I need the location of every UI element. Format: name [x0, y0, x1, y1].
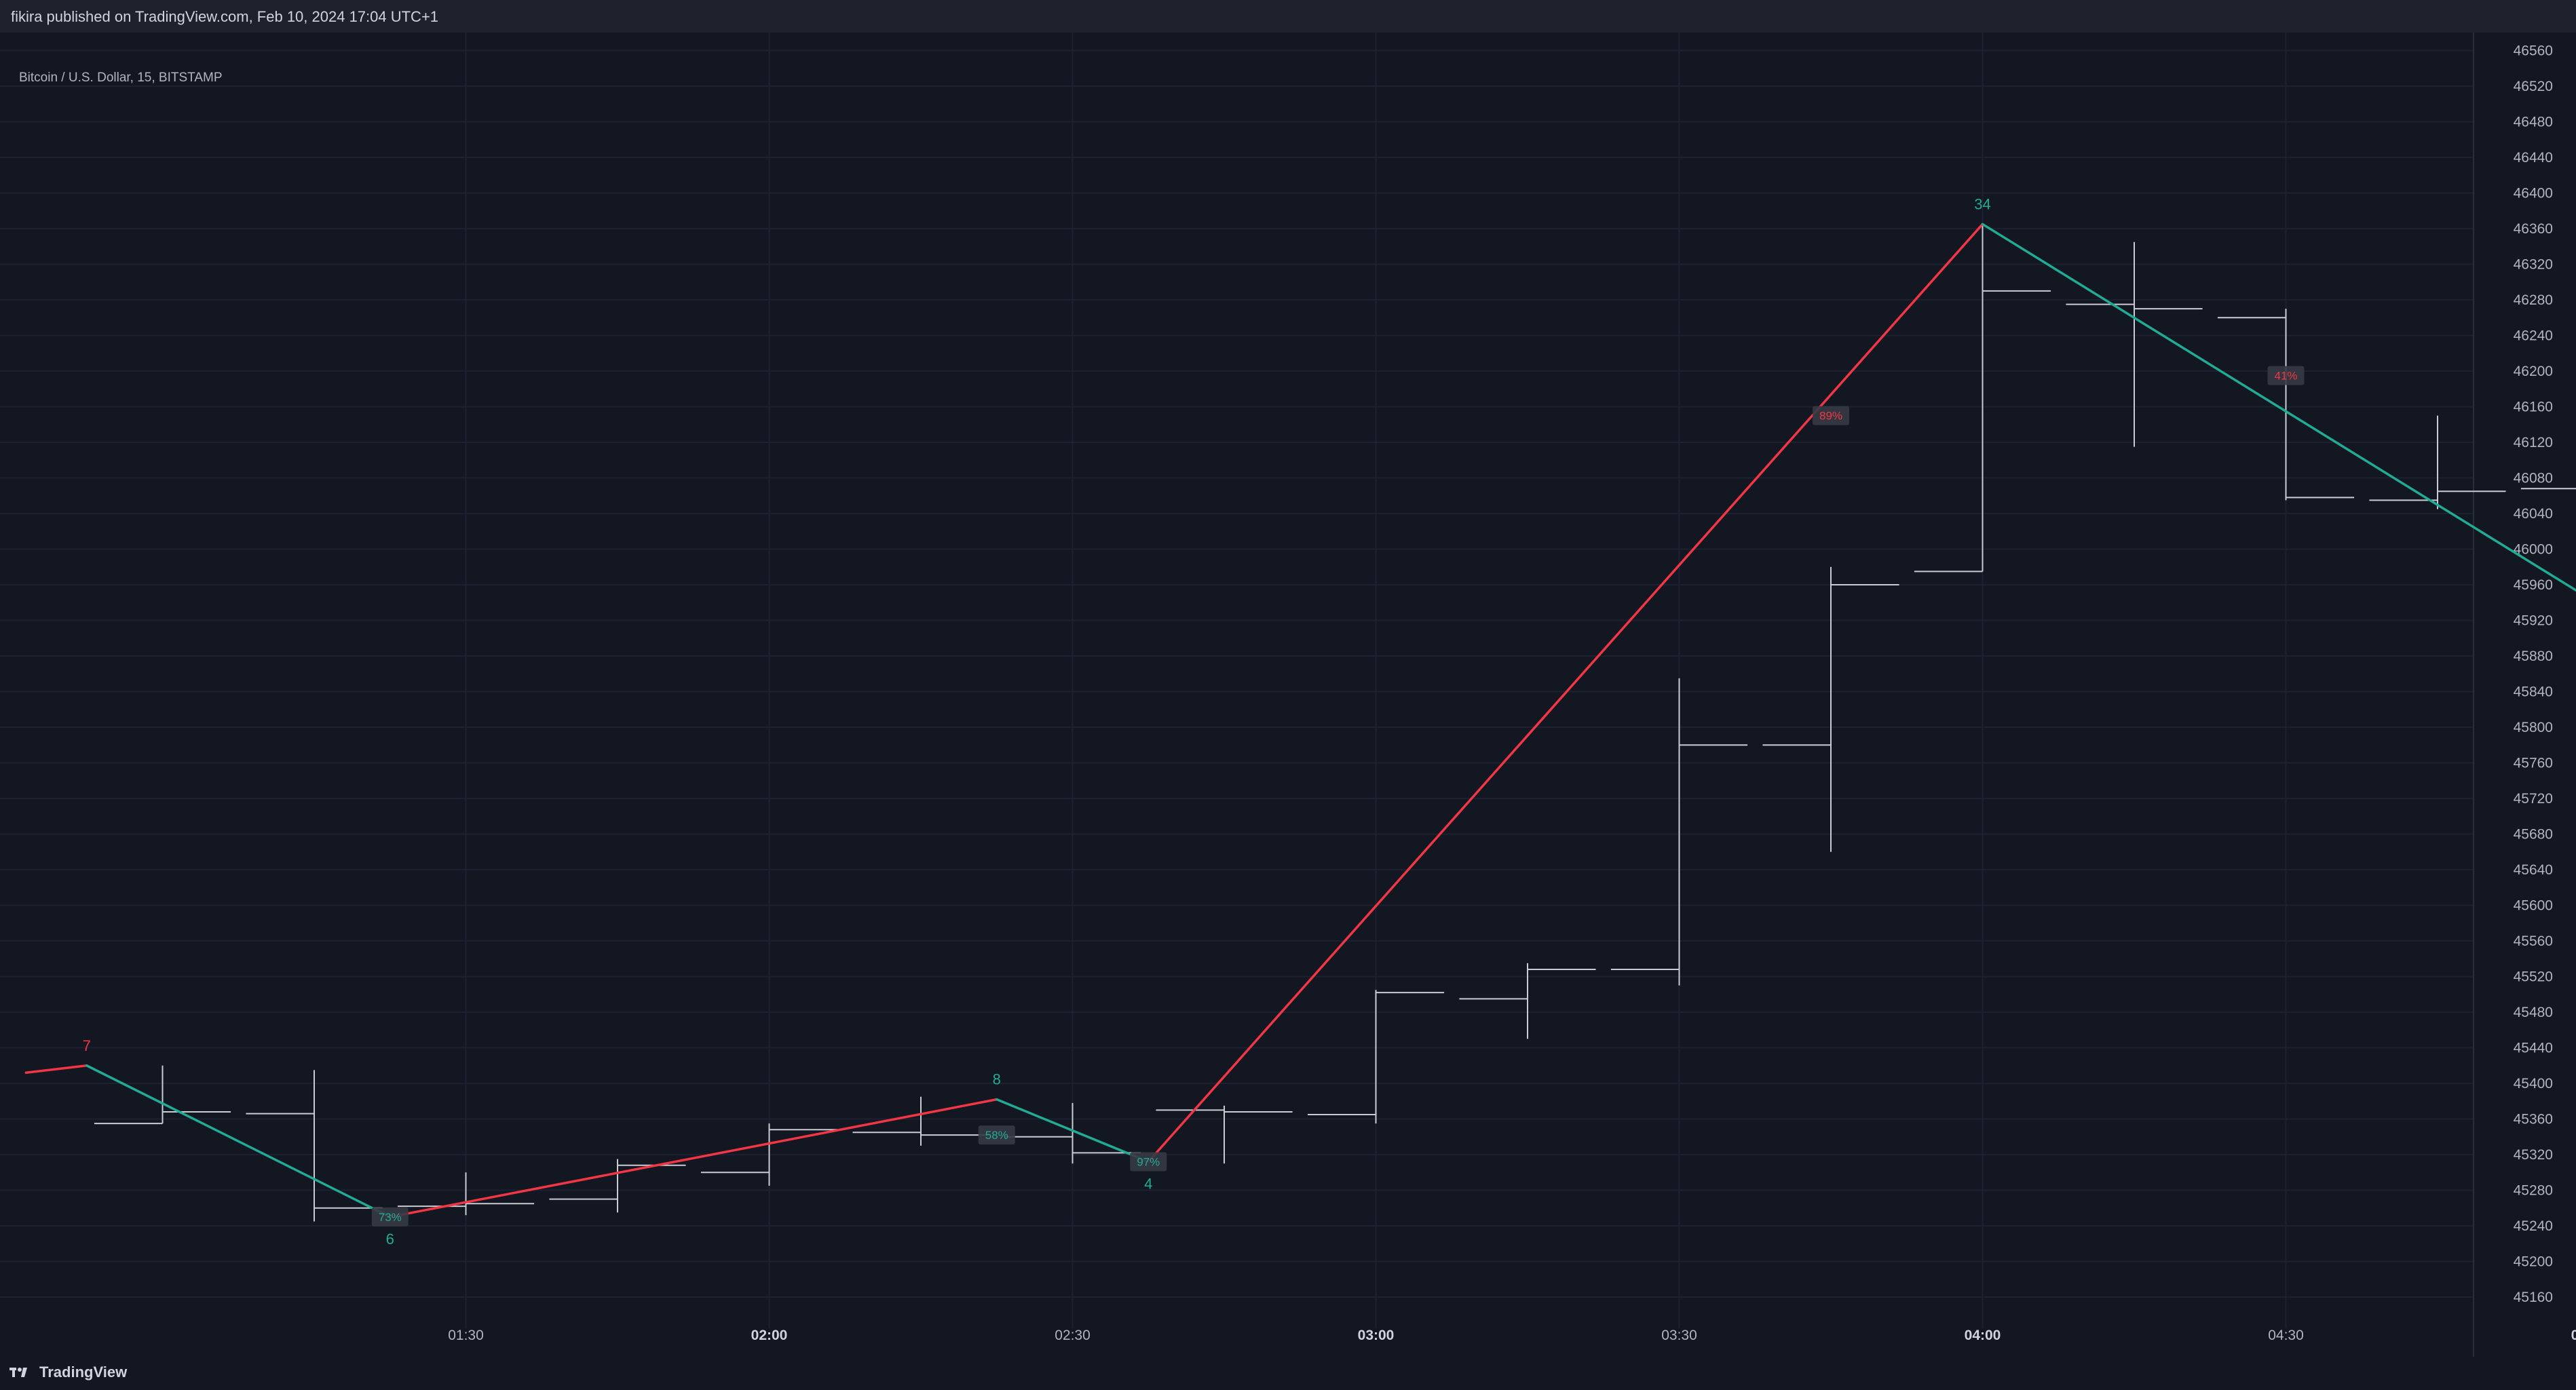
- zigzag-segment: [1981, 223, 2576, 592]
- percent-badge: 97%: [1137, 1156, 1160, 1169]
- price-axis-label: 45640: [2514, 862, 2553, 878]
- time-axis-label: 03:00: [1358, 1328, 1395, 1343]
- published-by-text: fikira published on TradingView.com, Feb…: [11, 8, 439, 25]
- price-axis-label: 45480: [2514, 1005, 2553, 1020]
- price-axis-label: 45600: [2514, 898, 2553, 914]
- price-axis-label: 45720: [2514, 791, 2553, 807]
- price-chart[interactable]: 45160 45200 45240 45280 45320 45360 45400 45440…: [0, 33, 2576, 1357]
- zigzag-segment: [86, 1064, 392, 1218]
- percent-badge-bg: [371, 1207, 409, 1227]
- price-axis-label: 45840: [2514, 684, 2553, 700]
- chart-area[interactable]: 45160 45200 45240 45280 45320 45360 45400 45440…: [0, 33, 2576, 1357]
- percent-badge: 41%: [2274, 370, 2297, 383]
- zigzag-segment: [389, 1098, 998, 1218]
- footer-bar: TradingView: [0, 1357, 2576, 1390]
- price-axis-label: 46040: [2514, 506, 2553, 522]
- price-axis-label: 45760: [2514, 756, 2553, 771]
- price-axis-label: 46320: [2514, 257, 2553, 273]
- tradingview-logo-icon: [10, 1368, 27, 1377]
- percent-badge: 89%: [1819, 410, 1842, 423]
- pivot-label: 6: [386, 1231, 394, 1248]
- percent-badge: 58%: [985, 1129, 1008, 1142]
- price-axis-label: 45360: [2514, 1112, 2553, 1127]
- zigzag-segment: [996, 1098, 1150, 1163]
- price-axis-label: 45800: [2514, 720, 2553, 735]
- price-axis-label: 45400: [2514, 1076, 2553, 1092]
- time-axis-label: 02:00: [751, 1328, 788, 1343]
- price-axis-label: 46440: [2514, 150, 2553, 166]
- pivot-label: 7: [83, 1037, 91, 1054]
- zigzag-segment: [1147, 223, 1984, 1163]
- price-axis-label: 45440: [2514, 1041, 2553, 1056]
- price-axis-label: 45880: [2514, 649, 2553, 664]
- tradingview-brand[interactable]: TradingView: [10, 1364, 127, 1381]
- price-axis-label: 46480: [2514, 115, 2553, 130]
- price-axis-label: 46080: [2514, 471, 2553, 486]
- price-axis-label: 45520: [2514, 969, 2553, 985]
- price-axis-label: 45320: [2514, 1147, 2553, 1163]
- price-axis-label: 46200: [2514, 364, 2553, 379]
- price-axis-label: 45160: [2514, 1290, 2553, 1305]
- price-axis-label: 45240: [2514, 1218, 2553, 1234]
- price-axis-label: 46240: [2514, 328, 2553, 344]
- price-axis-label: 46400: [2514, 186, 2553, 201]
- percent-badge-bg: [2267, 366, 2305, 385]
- time-axis-label: 01:30: [448, 1328, 484, 1343]
- price-axis-label: 46000: [2514, 542, 2553, 558]
- price-axis-label: 46360: [2514, 221, 2553, 237]
- percent-badge: 73%: [379, 1211, 402, 1224]
- time-axis-label: 02:30: [1055, 1328, 1091, 1343]
- symbol-title: Bitcoin / U.S. Dollar, 15, BITSTAMP: [19, 71, 223, 85]
- price-axis-label: 46120: [2514, 435, 2553, 450]
- price-axis-label: 46160: [2514, 400, 2553, 415]
- price-axis-label: 46560: [2514, 43, 2553, 59]
- time-axis-label: 04:30: [2268, 1328, 2304, 1343]
- percent-badge-bg: [978, 1125, 1015, 1145]
- zigzag-segment: [24, 1064, 88, 1074]
- pivot-label: 8: [993, 1071, 1001, 1088]
- percent-badge-bg: [1130, 1152, 1167, 1172]
- price-axis-label: 45920: [2514, 613, 2553, 629]
- price-axis-label: 45680: [2514, 827, 2553, 843]
- pivot-label: 34: [1974, 195, 1990, 212]
- time-axis-label: 03:30: [1661, 1328, 1697, 1343]
- price-axis-label: 46520: [2514, 79, 2553, 94]
- pivot-label: 4: [1144, 1176, 1152, 1193]
- time-axis-label: 05:00: [2571, 1328, 2576, 1343]
- publish-header-bar: fikira published on TradingView.com, Feb…: [0, 0, 2576, 33]
- time-axis-label: 04:00: [1965, 1328, 2001, 1343]
- price-axis-label: 45280: [2514, 1183, 2553, 1199]
- brand-name: TradingView: [39, 1364, 128, 1381]
- price-axis-label: 45200: [2514, 1254, 2553, 1270]
- price-axis-label: 45560: [2514, 933, 2553, 949]
- percent-badge-bg: [1813, 406, 1849, 425]
- price-axis-label: 46280: [2514, 292, 2553, 308]
- price-axis-label: 45960: [2514, 577, 2553, 593]
